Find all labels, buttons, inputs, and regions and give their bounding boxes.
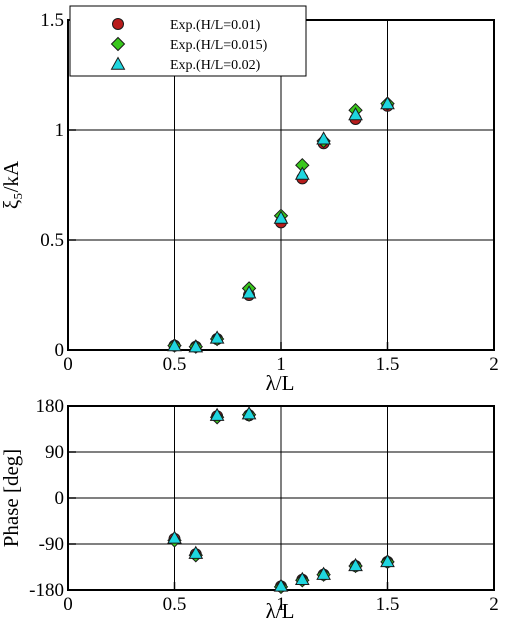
data-point-triangle-marker [316, 131, 331, 145]
y-tick-label: -90 [39, 534, 64, 555]
y-tick-label: 1 [55, 120, 65, 141]
data-point-triangle-marker [380, 96, 395, 110]
x-axis-label: λ/L [266, 599, 295, 623]
y-tick-label: 1.5 [40, 10, 64, 31]
data-point-triangle-marker [188, 545, 204, 559]
data-point-triangle-marker [316, 566, 331, 580]
x-tick-label: 2 [489, 594, 499, 615]
data-point-triangle-marker [273, 210, 289, 224]
x-tick-label: 1 [276, 354, 286, 375]
bottom-chart: 0 0.5 1 1.5 2 -180 -90 0 90 180 λ/L Phase [deg] [0, 396, 499, 623]
y-tick-label: 0 [55, 340, 65, 361]
legend: Exp.(H/L=0.01) Exp.(H/L=0.015) Exp.(H/L=0.… [69, 5, 307, 77]
data-point-triangle-marker [167, 530, 182, 544]
y-axis-label: ξ₅/kA [0, 160, 23, 209]
x-tick-label: 1.5 [376, 354, 400, 375]
y-tick-label: -180 [29, 580, 64, 601]
data-point-triangle-marker [294, 166, 310, 180]
y-tick-label: 0 [55, 488, 65, 509]
data-point-triangle-marker [209, 330, 225, 344]
data-point-triangle-marker [241, 285, 257, 299]
data-point-triangle-marker [188, 339, 204, 353]
x-tick-label: 0.5 [163, 354, 187, 375]
data-point-triangle-marker [348, 107, 363, 121]
x-tick-label: 0 [63, 354, 73, 375]
legend-box [69, 5, 307, 77]
y-axis-label: Phase [deg] [0, 449, 23, 548]
legend-label: Exp.(H/L=0.01) [170, 18, 261, 33]
top-chart: 0 0.5 1 1.5 200.511.5λ/Lξ₅/kAExp.(H/L=0.01)E… [0, 5, 499, 395]
legend-diamond-marker [110, 36, 126, 52]
legend-circle-marker [112, 18, 124, 30]
y-tick-label: 180 [36, 396, 65, 417]
legend-label: Exp.(H/L=0.02) [170, 58, 261, 73]
data-point-triangle-marker [380, 553, 395, 568]
data-point-triangle-marker [273, 578, 289, 592]
x-tick-label: 0 [63, 594, 73, 615]
x-tick-label: 0.5 [163, 594, 187, 615]
x-tick-label: 2 [489, 354, 499, 375]
data-point-triangle-marker [241, 406, 257, 420]
legend-triangle-marker [110, 56, 126, 70]
series-triangle [167, 96, 395, 353]
y-tick-label: 90 [45, 442, 64, 463]
y-tick-label: 0.5 [40, 230, 64, 251]
x-tick-label: 1.5 [376, 594, 400, 615]
legend-label: Exp.(H/L=0.015) [170, 38, 268, 53]
x-tick-label: 1 [276, 594, 286, 615]
series-triangle [167, 406, 395, 592]
data-point-triangle-marker [348, 557, 363, 572]
data-point-triangle-marker [209, 407, 225, 421]
data-point-triangle-marker [167, 338, 182, 352]
x-axis-label: λ/L [266, 371, 295, 395]
data-point-triangle-marker [294, 571, 310, 585]
